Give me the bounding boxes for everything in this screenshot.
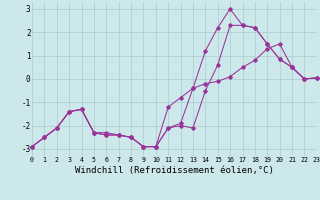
- X-axis label: Windchill (Refroidissement éolien,°C): Windchill (Refroidissement éolien,°C): [75, 166, 274, 175]
